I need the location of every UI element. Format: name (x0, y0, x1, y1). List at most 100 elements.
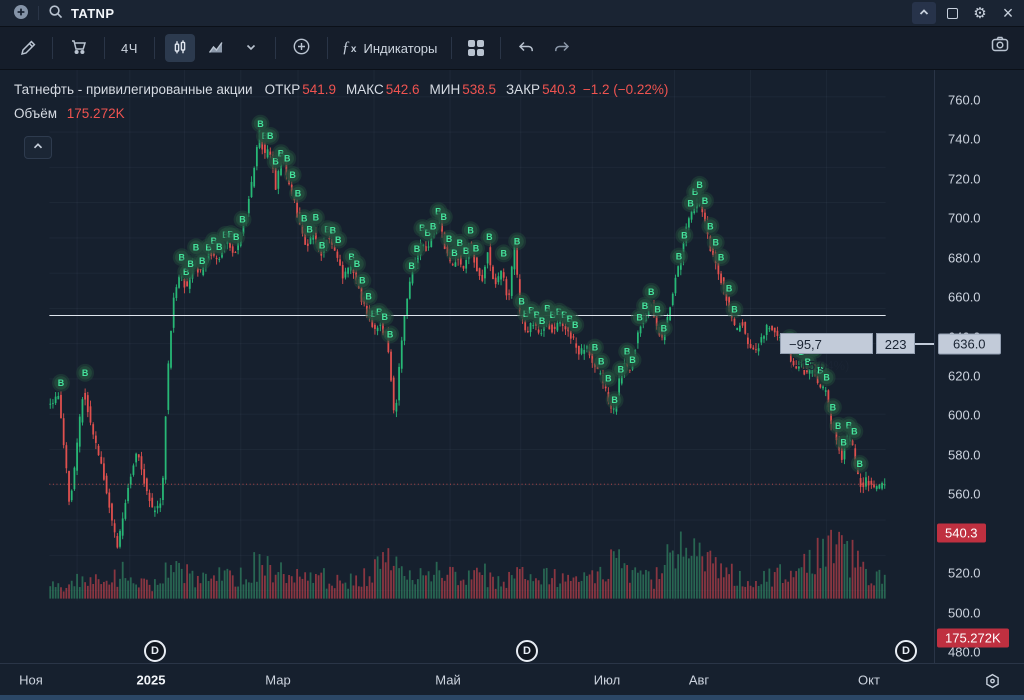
add-symbol-button[interactable] (12, 3, 30, 24)
buy-marker[interactable]: B (823, 398, 842, 417)
buy-marker[interactable]: B (675, 226, 694, 245)
buy-marker[interactable]: B (261, 127, 280, 145)
layout-grid-button[interactable] (462, 34, 490, 62)
buy-marker[interactable]: B (817, 368, 836, 387)
buy-marker[interactable]: B (467, 239, 485, 258)
time-axis[interactable]: Ноя 2025 Мар Май Июл Авг Окт (0, 663, 1024, 695)
buy-marker[interactable]: B (251, 114, 270, 133)
buy-marker[interactable]: B (445, 243, 464, 262)
close-button[interactable]: × (996, 2, 1020, 24)
buy-marker[interactable]: B (592, 352, 611, 371)
buy-marker[interactable]: B (720, 279, 739, 298)
buy-marker[interactable]: B (611, 360, 630, 379)
buy-marker[interactable]: B (359, 287, 378, 306)
buy-marker[interactable]: B (434, 208, 453, 226)
svg-text:B: B (681, 230, 688, 240)
dividend-marker[interactable]: D (144, 640, 166, 662)
undo-button[interactable] (511, 34, 541, 62)
buy-marker[interactable]: B (300, 220, 319, 239)
screenshot-button[interactable] (990, 34, 1010, 57)
buy-marker[interactable]: B (690, 175, 709, 194)
buy-marker[interactable]: B (834, 433, 853, 452)
svg-text:B: B (661, 323, 668, 333)
candlestick-icon (171, 38, 189, 59)
price-axis[interactable]: 760.0740.0720.0700.0680.0660.0640.0620.0… (936, 70, 1024, 663)
buy-marker[interactable]: B (76, 363, 95, 382)
buy-marker[interactable]: B (313, 236, 332, 255)
buy-marker[interactable]: B (408, 240, 426, 259)
buy-marker[interactable]: B (187, 238, 205, 257)
chart-type-area-button[interactable] (201, 34, 231, 62)
buy-marker[interactable]: B (181, 255, 200, 274)
buy-marker[interactable]: B (480, 228, 499, 247)
chart-type-dropdown[interactable] (237, 34, 265, 62)
buy-marker[interactable]: B (706, 233, 725, 252)
buy-marker[interactable]: B (375, 308, 394, 326)
buy-marker[interactable]: B (696, 191, 714, 210)
buy-marker[interactable]: B (461, 221, 480, 240)
legend-collapse-button[interactable] (24, 136, 52, 159)
maximize-button[interactable] (940, 2, 964, 24)
buy-marker[interactable]: B (623, 351, 642, 369)
buy-marker[interactable]: B (348, 254, 366, 273)
buy-marker[interactable]: B (654, 319, 673, 338)
buy-marker[interactable]: B (586, 338, 604, 357)
buy-marker[interactable]: B (725, 300, 744, 319)
buy-marker[interactable]: B (630, 308, 649, 327)
buy-marker[interactable]: B (424, 217, 443, 236)
buy-marker[interactable]: B (440, 229, 459, 248)
buy-marker[interactable]: B (283, 165, 302, 184)
chevron-up-icon (918, 5, 930, 21)
buy-marker[interactable]: B (381, 325, 400, 344)
dividend-marker[interactable]: D (895, 640, 917, 662)
price-scale-settings-button[interactable] (983, 672, 1002, 694)
interval-button[interactable]: 4Ч (115, 34, 144, 62)
buy-marker[interactable]: B (701, 217, 720, 236)
buy-marker[interactable]: B (233, 210, 252, 229)
redo-button[interactable] (547, 34, 577, 62)
high-value: 542.6 (385, 82, 420, 97)
trade-cart-button[interactable] (63, 34, 94, 62)
buy-marker[interactable]: B (845, 422, 864, 441)
dividend-marker[interactable]: D (516, 640, 538, 662)
buy-marker[interactable]: B (402, 256, 421, 275)
chevron-up-icon (32, 140, 44, 155)
buy-marker[interactable]: B (681, 194, 700, 213)
buy-marker[interactable]: B (670, 247, 688, 266)
buy-marker[interactable]: B (599, 369, 618, 388)
buy-marker[interactable]: B (712, 248, 731, 267)
buy-marker[interactable]: B (295, 209, 314, 228)
buy-marker[interactable]: B (798, 352, 817, 371)
symbol-search[interactable]: TATNP (47, 3, 114, 23)
buy-marker[interactable]: B (642, 282, 661, 301)
buy-marker[interactable]: B (306, 208, 325, 227)
buy-marker[interactable]: B (512, 292, 531, 311)
buy-marker[interactable]: B (850, 454, 869, 473)
buy-marker[interactable]: B (52, 373, 70, 392)
buy-marker[interactable]: B (193, 252, 212, 270)
buy-marker[interactable]: B (508, 232, 527, 251)
settings-button[interactable]: ⚙ (968, 2, 992, 24)
svg-text:B: B (313, 213, 320, 223)
buy-marker[interactable]: B (648, 300, 667, 319)
buy-marker[interactable]: B (289, 184, 307, 203)
buy-marker[interactable]: B (494, 244, 513, 263)
collapse-toolbar-button[interactable] (912, 2, 936, 24)
buy-marker[interactable]: B (636, 296, 654, 315)
grid-layout-icon (468, 40, 485, 56)
buy-marker[interactable]: B (329, 230, 348, 249)
buy-marker[interactable]: B (829, 416, 848, 435)
volume-legend-row: Объём 175.272K (14, 106, 668, 121)
buy-marker[interactable]: B (566, 316, 585, 334)
draw-tool-button[interactable] (12, 34, 42, 62)
compare-add-button[interactable] (286, 34, 317, 62)
buy-marker[interactable]: B (227, 227, 246, 246)
chart-type-candles-button[interactable] (164, 34, 195, 62)
buy-marker[interactable]: B (278, 149, 297, 168)
buy-marker[interactable]: B (605, 391, 624, 409)
buy-marker[interactable]: B (210, 237, 229, 256)
buy-marker[interactable]: B (353, 271, 372, 290)
